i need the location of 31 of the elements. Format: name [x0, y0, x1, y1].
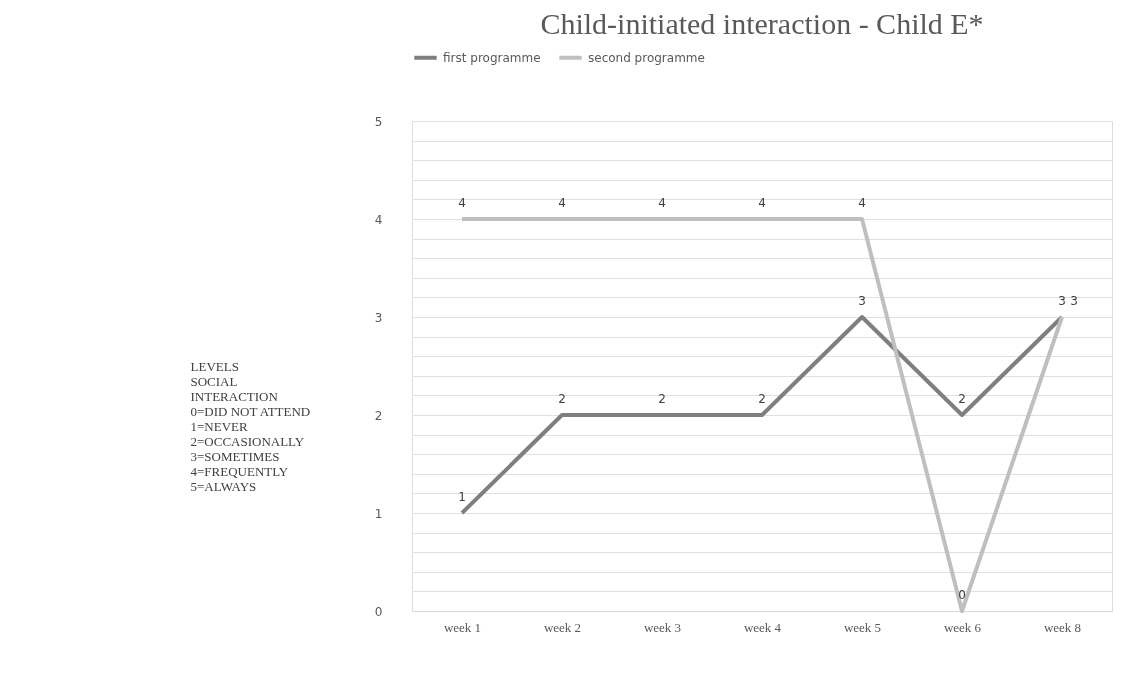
y-tick-label: 1	[374, 506, 383, 521]
data-label: 1	[458, 490, 466, 504]
y-tick-label: 0	[374, 604, 383, 619]
chart-title: Child-initiated interaction - Child E*	[540, 7, 984, 40]
data-label: 2	[658, 392, 666, 406]
y-tick-label: 4	[374, 212, 383, 227]
y-tick-label: 2	[374, 408, 383, 423]
x-tick-label: week 3	[643, 619, 682, 635]
data-label: 4	[658, 196, 666, 210]
x-tick-label: week 6	[943, 619, 982, 635]
y-tick-label: 3	[374, 310, 383, 325]
text: LEVELS SOCIAL INTERACTION 0=DID NOT ATTEND 1=NEVER 2=OCCASIONALLY 3=SOMETIMES 4=FREQUENTLY 5=ALWAYS	[190, 358, 311, 494]
y-tick-label: 5	[374, 114, 383, 129]
data-label: 4	[458, 196, 466, 210]
x-tick-label: week 1	[443, 619, 482, 635]
data-label: 3	[1058, 294, 1066, 308]
data-label: 2	[958, 392, 966, 406]
data-label: 4	[858, 196, 866, 210]
x-tick-label: week 4	[743, 619, 782, 635]
data-label: 4	[558, 196, 566, 210]
data-label: 2	[758, 392, 766, 406]
x-tick-label: week 2	[543, 619, 582, 635]
data-label: 0	[958, 588, 966, 602]
data-label: 3	[1070, 294, 1078, 308]
legend-label: first programme	[443, 50, 541, 65]
x-tick-label: week 8	[1043, 619, 1082, 635]
x-tick-label: week 5	[843, 619, 882, 635]
data-label: 4	[758, 196, 766, 210]
legend-label: second programme	[588, 50, 705, 65]
data-label: 3	[858, 294, 866, 308]
data-label: 2	[558, 392, 566, 406]
